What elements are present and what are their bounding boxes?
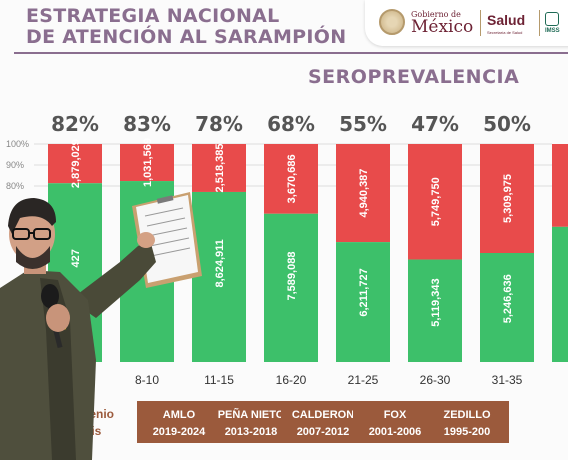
percent-label: 55% — [339, 112, 387, 136]
y-tick-label: 80% — [6, 181, 24, 191]
bar-data-label: 5,749,750 — [430, 177, 442, 226]
bar-data-label: 4,940,387 — [358, 169, 370, 218]
bar-data-label: 6,211,727 — [358, 268, 370, 316]
x-tick-label: 11-15 — [204, 373, 234, 387]
x-tick-label: 8-10 — [135, 373, 159, 387]
bar-data-label: 427 — [70, 249, 82, 267]
sexenio-name: PEÑA NIETO — [218, 408, 285, 421]
bar-data-label: 8,624,911 — [214, 239, 226, 287]
x-tick-label: 26-30 — [420, 373, 451, 387]
sexenio-name: ZEDILLO — [443, 409, 490, 421]
bar-segment-seronegative — [408, 144, 462, 260]
percent-label: 83% — [123, 112, 171, 136]
bar-data-label: 2,879,029 — [70, 139, 82, 188]
sexenio-years: 2007-2012 — [297, 426, 350, 438]
bar-data-label: 5,309,975 — [502, 174, 514, 223]
bar-segment-seropositive — [264, 213, 318, 362]
percent-label: 78% — [195, 112, 243, 136]
bar-data-label: 1,031,569 — [142, 138, 154, 187]
bar-segment-seropositive — [336, 242, 390, 362]
salud-logo-text: Salud — [487, 12, 526, 28]
sexenio-years: 2001-2006 — [369, 426, 422, 438]
bar-data-label: 2,518,385 — [214, 144, 226, 193]
bar-segment-seronegative — [120, 144, 174, 182]
bar-data-label: 5,375 — [142, 243, 154, 271]
x-tick-label: 16-20 — [276, 373, 307, 387]
percent-label: 47% — [411, 112, 459, 136]
percent-label: 82% — [51, 112, 99, 136]
sexenio-years: 2019-2024 — [153, 426, 206, 438]
sexenio-row-label: dosis — [70, 424, 102, 438]
logo-divider — [480, 10, 481, 36]
slide-title: ESTRATEGIA NACIONAL DE ATENCIÓN AL SARAM… — [26, 6, 386, 48]
bar-segment-seronegative — [552, 144, 568, 227]
sexenio-name: FOX — [384, 409, 407, 421]
sexenio-box — [425, 401, 509, 443]
sexenio-name: CALDERON — [292, 409, 354, 421]
government-logos: Gobierno de México Salud Secretaría de S… — [365, 0, 568, 46]
bar-segment-seronegative — [192, 144, 246, 192]
slide-title-line-2: DE ATENCIÓN AL SARAMPIÓN — [26, 26, 347, 48]
bar-data-label: 3,670,686 — [286, 154, 298, 203]
percent-label: 68% — [267, 112, 315, 136]
sexenio-years: 1995-200 — [444, 426, 491, 438]
sexenio-box — [209, 401, 293, 443]
y-tick-label: 100% — [6, 139, 29, 149]
slide-title-line-1: ESTRATEGIA NACIONAL — [26, 5, 280, 27]
sexenio-box — [353, 401, 437, 443]
sexenio-row-label: exenio — [76, 407, 114, 421]
bar-segment-seronegative — [336, 144, 390, 243]
bar-segment-seropositive — [552, 226, 568, 362]
sexenio-name: AMLO — [163, 409, 196, 421]
bar-segment-seropositive — [48, 183, 102, 362]
national-seal-icon — [379, 9, 405, 35]
salud-subtitle: Secretaría de Salud — [487, 30, 523, 35]
bar-segment-seronegative — [48, 144, 102, 184]
sexenio-box — [281, 401, 365, 443]
imss-icon — [545, 12, 559, 26]
bar-data-label: 5,119,343 — [430, 278, 442, 326]
x-tick-label: 31-35 — [492, 373, 523, 387]
bar-data-label: 5,246,636 — [502, 274, 514, 323]
x-tick-label: 7 — [72, 373, 79, 387]
gobierno-small-text: Gobierno de — [411, 10, 461, 19]
bar-segment-seronegative — [480, 144, 534, 253]
sexenio-years: 2013-2018 — [225, 426, 278, 438]
bar-segment-seropositive — [408, 259, 462, 362]
x-tick-label: 21-25 — [348, 373, 379, 387]
logo-divider — [539, 10, 540, 36]
chart-title: SEROPREVALENCIA — [308, 66, 520, 88]
gobierno-mexico-text: México — [411, 17, 474, 37]
title-divider — [14, 52, 568, 54]
imss-logo-text: IMSS — [545, 28, 560, 34]
bar-segment-seronegative — [264, 144, 318, 214]
y-tick-label: 90% — [6, 160, 24, 170]
bar-segment-seropositive — [480, 253, 534, 362]
bar-data-label: 7,589,088 — [286, 252, 298, 301]
sexenio-box — [137, 401, 221, 443]
percent-label: 50% — [483, 112, 531, 136]
